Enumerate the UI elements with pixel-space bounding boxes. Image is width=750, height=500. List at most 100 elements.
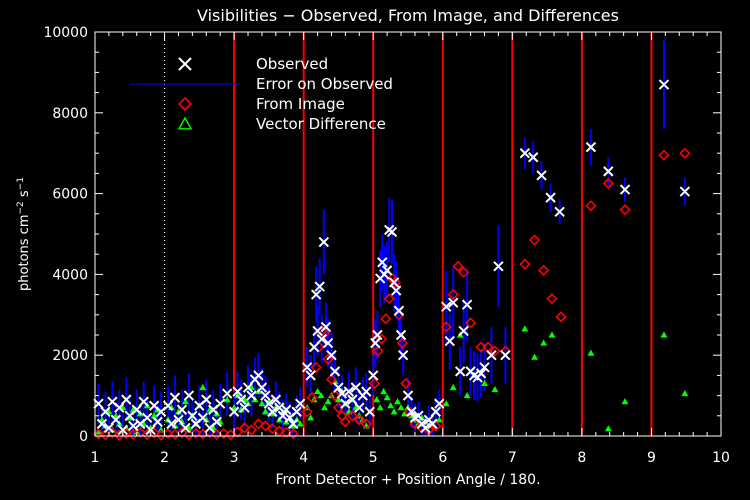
observed-marker [176, 404, 188, 415]
observed-marker [267, 406, 278, 417]
from-image-marker [310, 361, 322, 373]
observed-marker [270, 394, 282, 405]
x-tick-label: 10 [712, 450, 730, 466]
x-tick-label: 2 [160, 450, 169, 466]
vector-difference-marker [181, 398, 189, 405]
observed-marker [458, 325, 469, 337]
observed-marker [96, 418, 108, 430]
observed-marker [310, 289, 322, 300]
from-image-marker [440, 321, 452, 333]
observed-marker [361, 386, 372, 397]
observed-marker [354, 402, 365, 413]
from-image-marker [409, 418, 421, 430]
observed-marker [242, 382, 254, 393]
observed-marker [329, 366, 341, 377]
observed-marker [117, 424, 129, 436]
from-image-marker [259, 420, 272, 432]
vector-difference-marker [397, 404, 405, 411]
observed-marker [326, 349, 337, 361]
vector-difference-marker [373, 396, 381, 403]
x-tick-label: 6 [438, 450, 447, 466]
observed-marker [138, 396, 149, 407]
observed-marker [386, 226, 398, 238]
observed-marker [393, 305, 405, 316]
observed-marker [486, 349, 497, 361]
ticks: 1 2 3 4 5 6 7 8 9 10 0 2000 4000 6000 8000 10000 [43, 25, 729, 466]
observed-marker [145, 424, 156, 436]
observed-marker [305, 370, 316, 381]
from-image-marker [368, 377, 381, 390]
observed-marker [235, 394, 247, 405]
observed-marker [308, 341, 320, 353]
vector-difference-marker [435, 416, 443, 423]
from-image-marker [322, 353, 334, 365]
legend-label-vector-difference: Vector Difference [256, 115, 386, 133]
observed-marker [347, 394, 358, 405]
legend: Observed Error on Observed From Image Ve… [130, 55, 393, 133]
vector-difference-marker [258, 400, 266, 407]
observed-marker [152, 416, 163, 428]
observed-marker [173, 414, 184, 426]
from-image-marker [489, 345, 501, 357]
vector-difference-marker [317, 391, 325, 399]
observed-marker [368, 370, 379, 381]
observed-marker [312, 325, 323, 337]
y-tick-label: 2000 [52, 348, 88, 364]
vector-difference-marker [660, 331, 668, 338]
observed-marker [301, 362, 313, 373]
observed-marker [448, 297, 459, 308]
observed-marker [364, 406, 375, 417]
legend-entry-observed: Observed [178, 55, 328, 73]
from-image-marker [360, 418, 372, 430]
observed-marker [201, 394, 212, 405]
vector-difference-marker [98, 416, 106, 423]
legend-marker-diamond [177, 96, 193, 112]
from-image-marker [339, 416, 352, 428]
observed-marker [430, 406, 442, 417]
x-tick-label: 3 [230, 450, 239, 466]
from-image-marker [106, 427, 119, 439]
observed-marker [619, 184, 631, 195]
observed-marker [162, 400, 174, 411]
from-image-marker [452, 260, 464, 272]
observed-marker [214, 398, 226, 409]
vector-difference-marker [324, 398, 332, 405]
observed-marker [316, 333, 327, 345]
observed-marker [461, 299, 473, 310]
observed-marker [232, 386, 243, 397]
observed-marker [536, 170, 547, 181]
x-tick-label: 9 [647, 450, 656, 466]
vector-difference-marker [449, 383, 457, 391]
chart-title: Visibilities − Observed, From Image, and… [197, 6, 619, 25]
observed-marker [377, 257, 388, 268]
observed-marker [372, 329, 383, 341]
observed-marker [343, 386, 355, 397]
from-image-marker [301, 406, 313, 418]
observed-marker [413, 410, 424, 422]
observed-marker [141, 412, 153, 424]
legend-label-error: Error on Observed [256, 75, 393, 93]
y-tick-label: 4000 [52, 267, 88, 283]
observed-marker [318, 236, 330, 248]
x-tick-label: 4 [299, 450, 308, 466]
from-image-marker [528, 234, 541, 246]
observed-marker [370, 337, 381, 349]
observed-marker [441, 301, 452, 312]
vector-difference-marker [321, 404, 328, 411]
from-image-marker [447, 288, 459, 301]
vector-difference-marker [548, 331, 556, 338]
vector-difference-marker [296, 420, 304, 427]
observed-marker [603, 166, 614, 177]
vector-difference-marker [314, 387, 322, 395]
vector-difference-marker [481, 379, 488, 387]
y-tick-label: 10000 [43, 25, 88, 41]
observed-marker [263, 398, 275, 409]
observed-marker [281, 404, 292, 415]
observed-marker [288, 418, 299, 430]
vector-difference-marker [223, 396, 231, 403]
from-image-marker [464, 317, 477, 329]
observed-marker [420, 422, 431, 434]
observed-marker [239, 402, 250, 413]
observed-marker [166, 418, 177, 430]
